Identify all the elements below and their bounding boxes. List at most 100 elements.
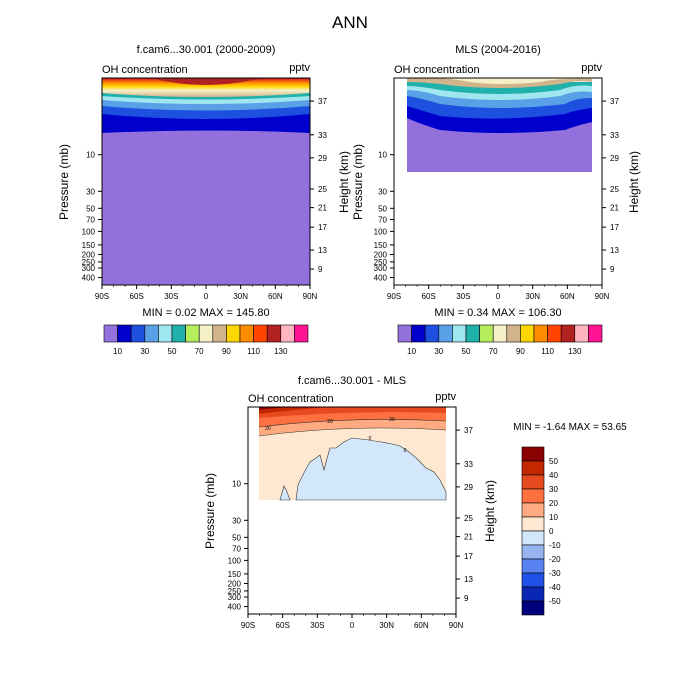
colorbar-model: 10 30 50 70 90 110 130 bbox=[103, 324, 309, 356]
oh-field-model bbox=[102, 78, 310, 285]
panel-units-label: pptv bbox=[581, 62, 602, 74]
x-tick-label: 60S bbox=[422, 292, 436, 301]
region-negative bbox=[295, 437, 447, 501]
pressure-tick-label: 30 bbox=[86, 187, 95, 196]
pressure-tick-label: 150 bbox=[374, 241, 388, 250]
oh-diff-field: 20 20 20 0 0 bbox=[258, 407, 447, 501]
colorbar-label: -50 bbox=[549, 597, 561, 606]
height-tick-label: 21 bbox=[610, 204, 619, 213]
height-tick-label: 21 bbox=[318, 204, 327, 213]
height-tick-label: 9 bbox=[610, 265, 615, 274]
region-negative bbox=[279, 485, 291, 501]
colorbar-swatch bbox=[560, 324, 576, 343]
x-tick-label: 30S bbox=[164, 292, 178, 301]
x-tick-label: 0 bbox=[204, 292, 209, 301]
x-tick-label: 90S bbox=[387, 292, 401, 301]
x-tick-label: 60S bbox=[130, 292, 144, 301]
height-tick-label: 33 bbox=[610, 131, 619, 140]
colorbar-swatch bbox=[521, 544, 545, 560]
panel-title: f.cam6...30.001 - MLS bbox=[298, 375, 406, 387]
colorbar-swatch bbox=[574, 324, 589, 343]
x-tick-label: 90N bbox=[303, 292, 318, 301]
panel-units-label: pptv bbox=[435, 391, 456, 403]
x-tick-label: 90N bbox=[595, 292, 610, 301]
pressure-tick-label: 30 bbox=[232, 516, 241, 525]
band-light-blue bbox=[102, 98, 310, 111]
pressure-tick-label: 50 bbox=[232, 533, 241, 542]
x-tick-label: 90S bbox=[241, 621, 255, 630]
colorbar-swatch bbox=[226, 324, 241, 343]
panel-obs: MLS (2004-2016) OH concentration pptv 90… bbox=[351, 44, 641, 356]
colorbar-swatch bbox=[294, 324, 309, 343]
x-tick-label: 30S bbox=[456, 292, 470, 301]
colorbar-swatch bbox=[239, 324, 254, 343]
x-tick-label: 30N bbox=[233, 292, 248, 301]
height-tick-label: 29 bbox=[318, 154, 327, 163]
contour-label: 20 bbox=[327, 419, 333, 425]
height-tick-label: 17 bbox=[610, 223, 619, 232]
pressure-tick-label: 150 bbox=[82, 241, 96, 250]
colorbar-swatch bbox=[521, 572, 545, 588]
min-max-label: MIN = 0.02 MAX = 145.80 bbox=[142, 307, 269, 319]
colorbar-diff: 50 40 30 20 10 0 -10 -20 -30 -40 -50 bbox=[521, 446, 561, 616]
height-tick-label: 25 bbox=[318, 185, 327, 194]
colorbar-swatch bbox=[521, 530, 545, 546]
pressure-tick-label: 300 bbox=[82, 264, 96, 273]
x-tick-label: 60N bbox=[560, 292, 575, 301]
x-tick-label: 90N bbox=[449, 621, 464, 630]
colorbar-swatch bbox=[253, 324, 268, 343]
x-tick-label: 60N bbox=[268, 292, 283, 301]
height-tick-label: 13 bbox=[318, 246, 327, 255]
contour-label: 20 bbox=[265, 426, 271, 432]
panel-diff: f.cam6...30.001 - MLS OH concentration p… bbox=[203, 375, 627, 630]
colorbar-label: 90 bbox=[222, 347, 231, 356]
height-tick-label: 37 bbox=[464, 426, 473, 435]
oh-field-obs bbox=[407, 78, 592, 172]
x-tick-label: 60N bbox=[414, 621, 429, 630]
pressure-tick-label: 300 bbox=[228, 593, 242, 602]
colorbar-swatch bbox=[198, 324, 214, 343]
colorbar-swatch bbox=[438, 324, 453, 343]
colorbar-swatch bbox=[521, 488, 545, 504]
colorbar-label: 10 bbox=[407, 347, 416, 356]
contour-20 bbox=[258, 419, 447, 428]
colorbar-label: 30 bbox=[140, 347, 149, 356]
pressure-tick-label: 70 bbox=[232, 545, 241, 554]
colorbar-swatch bbox=[479, 324, 494, 343]
height-tick-label: 9 bbox=[464, 594, 469, 603]
figure-title: ANN bbox=[332, 13, 368, 32]
x-tick-label: 30S bbox=[310, 621, 324, 630]
band-peak bbox=[150, 78, 262, 85]
height-tick-label: 13 bbox=[464, 575, 473, 584]
band-warm bbox=[102, 78, 310, 97]
height-tick-label: 29 bbox=[610, 154, 619, 163]
panel-model: f.cam6...30.001 (2000-2009) OH concentra… bbox=[57, 44, 351, 356]
x-tick-label: 0 bbox=[496, 292, 501, 301]
height-tick-label: 21 bbox=[464, 533, 473, 542]
pressure-tick-label: 10 bbox=[86, 151, 95, 160]
colorbar-swatch bbox=[424, 324, 440, 343]
panel-left-label: OH concentration bbox=[102, 64, 188, 76]
colorbar-swatch bbox=[506, 324, 521, 343]
pressure-tick-label: 100 bbox=[82, 227, 96, 236]
pressure-tick-label: 70 bbox=[378, 216, 387, 225]
height-axis: 37 33 29 25 21 17 13 9 bbox=[456, 426, 473, 603]
min-max-label: MIN = -1.64 MAX = 53.65 bbox=[513, 422, 627, 433]
colorbar-swatch bbox=[521, 460, 545, 476]
height-tick-label: 25 bbox=[610, 185, 619, 194]
pressure-tick-label: 200 bbox=[374, 250, 388, 259]
pressure-tick-label: 150 bbox=[228, 570, 242, 579]
colorbar-label: 20 bbox=[549, 499, 558, 508]
contour-10 bbox=[258, 427, 447, 437]
height-axis: 37 33 29 25 21 17 13 9 bbox=[602, 97, 619, 274]
x-tick-label: 30N bbox=[379, 621, 394, 630]
colorbar-swatch bbox=[411, 324, 426, 343]
colorbar-label: 30 bbox=[549, 485, 558, 494]
panel-left-label: OH concentration bbox=[394, 64, 480, 76]
x-axis: 90S 60S 30S 0 30N 60N 90N bbox=[95, 285, 318, 301]
band-50 bbox=[259, 407, 290, 410]
colorbar-label: 10 bbox=[549, 513, 558, 522]
height-axis: 37 33 29 25 21 17 13 9 bbox=[310, 97, 327, 274]
